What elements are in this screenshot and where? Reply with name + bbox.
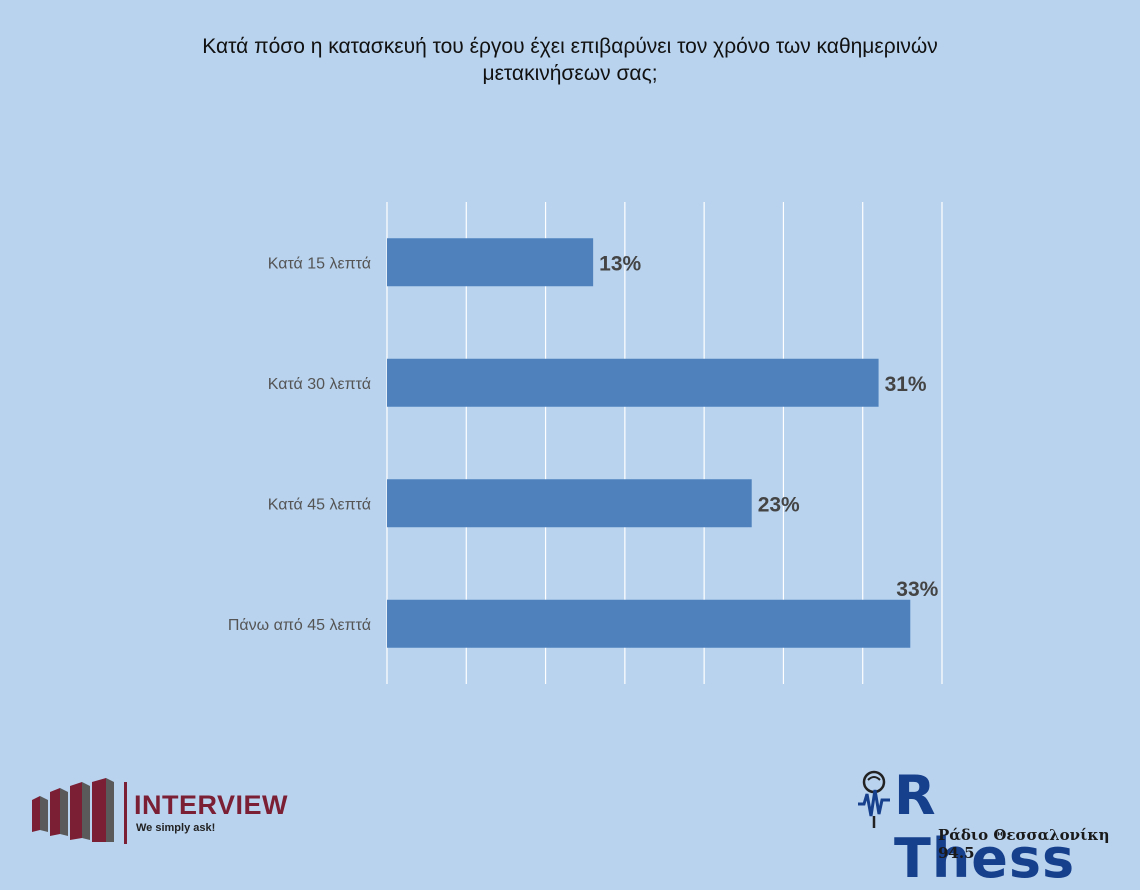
chart-title: Κατά πόσο η κατασκευή του έργου έχει επι… — [202, 35, 938, 85]
bar — [387, 238, 594, 287]
bar-graph-logo-icon — [32, 778, 114, 842]
data-label: 13% — [599, 252, 641, 275]
bar — [387, 479, 752, 528]
bar — [387, 358, 879, 407]
category-label: Πάνω από 45 λεπτά — [228, 617, 371, 634]
microphone-icon — [858, 770, 890, 828]
data-label: 31% — [885, 373, 927, 396]
interview-logo-name: INTERVIEW — [134, 790, 289, 820]
category-label: Κατά 15 λεπτά — [268, 255, 371, 272]
category-label: Κατά 30 λεπτά — [268, 376, 371, 393]
rthess-logo-subtitle: Ράδιο Θεσσαλονίκη 94.5 — [938, 826, 1110, 862]
bar-chart: Κατά 15 λεπτά 13% Κατά 30 λεπτά 31% Κατά 45 … — [228, 202, 943, 684]
interview-logo: INTERVIEW We simply ask! — [28, 778, 288, 846]
bar — [387, 599, 911, 648]
rthess-logo: R Thess Ράδιο Θεσσαλονίκη 94.5 — [854, 764, 1136, 890]
data-label: 33% — [896, 578, 938, 601]
logo-divider — [124, 782, 127, 844]
data-label: 23% — [758, 493, 800, 516]
category-label: Κατά 45 λεπτά — [268, 496, 371, 513]
interview-logo-tagline: We simply ask! — [136, 822, 216, 834]
